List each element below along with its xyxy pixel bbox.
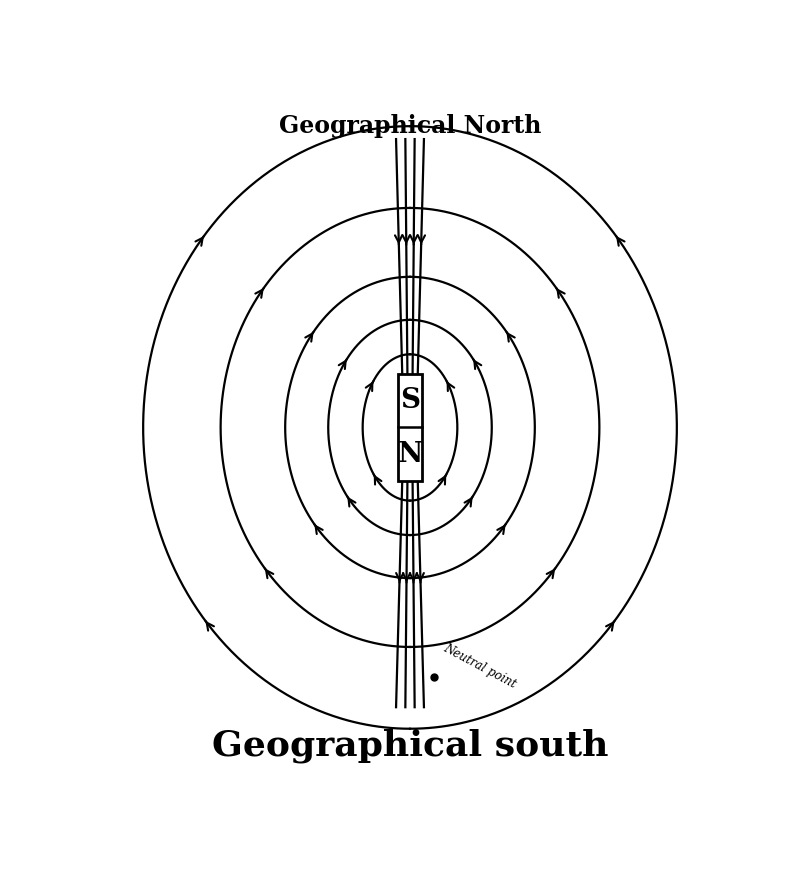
Text: N: N — [398, 440, 422, 467]
Bar — [398, 374, 422, 480]
Text: Neutral point: Neutral point — [441, 641, 518, 691]
Text: Geographical south: Geographical south — [212, 729, 608, 763]
Text: Geographical North: Geographical North — [279, 114, 541, 138]
Text: S: S — [400, 387, 420, 414]
